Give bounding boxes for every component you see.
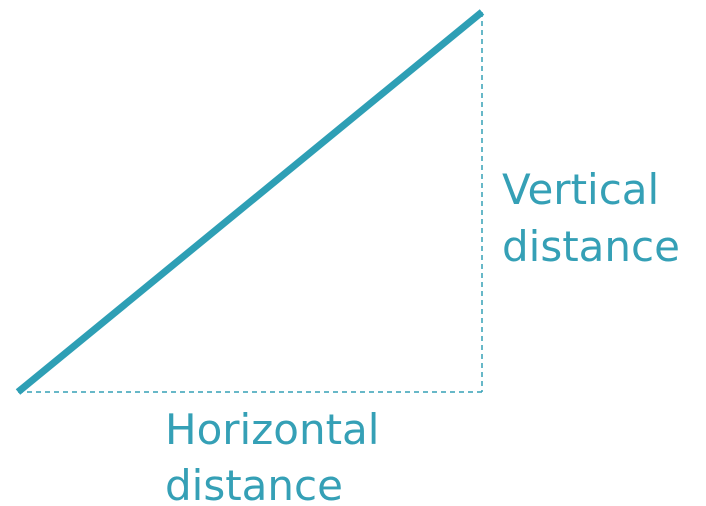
vertical-label-line: distance	[502, 222, 680, 271]
horizontal-label-line: distance	[165, 461, 343, 506]
horizontal-label-line: Horizontal	[165, 405, 379, 454]
vertical-label-line: Vertical	[502, 165, 659, 214]
slope-line	[15, 9, 485, 395]
